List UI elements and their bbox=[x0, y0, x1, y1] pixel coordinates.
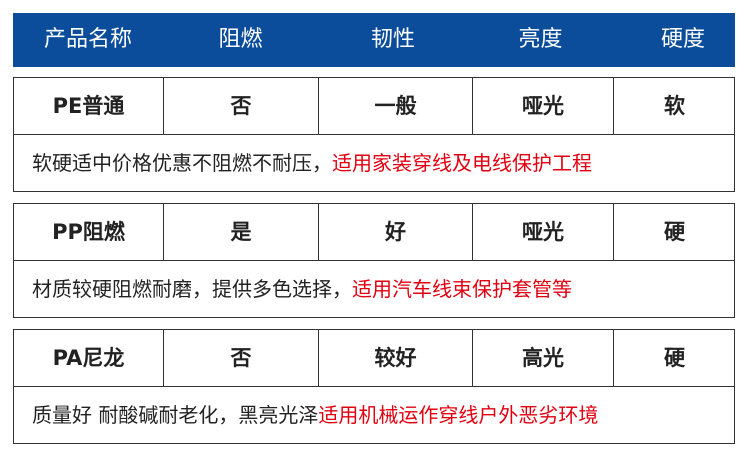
product-name: PP阻燃 bbox=[52, 220, 125, 244]
gloss-value: 高光 bbox=[472, 330, 613, 386]
hardness-value: 硬 bbox=[613, 330, 735, 386]
header-gloss: 亮度 bbox=[518, 27, 563, 52]
header-hardness: 硬度 bbox=[660, 27, 705, 52]
description-text: 软硬适中价格优惠不阻燃不耐压， bbox=[32, 151, 332, 175]
hardness-value: 硬 bbox=[613, 204, 735, 260]
product-table: PE普通 否 一般 哑光 软 软硬适中价格优惠不阻燃不耐压，适用家装穿线及电线保… bbox=[13, 77, 735, 192]
product-description: 软硬适中价格优惠不阻燃不耐压，适用家装穿线及电线保护工程 bbox=[14, 135, 734, 191]
flame-value: 否 bbox=[163, 78, 318, 134]
header-flame: 阻燃 bbox=[218, 27, 263, 52]
application-text: 适用机械运作穿线户外恶劣环境 bbox=[318, 403, 599, 427]
header-toughness: 韧性 bbox=[370, 27, 415, 52]
application-text: 适用汽车线束保护套管等 bbox=[352, 277, 572, 301]
flame-value: 否 bbox=[163, 330, 318, 386]
toughness-value: 较好 bbox=[318, 330, 472, 386]
gloss-value: 哑光 bbox=[472, 78, 613, 134]
hardness-value: 软 bbox=[613, 78, 735, 134]
product-name: PA尼龙 bbox=[52, 346, 125, 370]
product-row: PP阻燃 是 好 哑光 硬 bbox=[14, 204, 734, 261]
toughness-value: 一般 bbox=[318, 78, 472, 134]
product-table: PP阻燃 是 好 哑光 硬 材质较硬阻燃耐磨，提供多色选择，适用汽车线束保护套管… bbox=[13, 203, 735, 318]
application-text: 适用家装穿线及电线保护工程 bbox=[332, 151, 592, 175]
product-name: PE普通 bbox=[52, 94, 125, 118]
product-row: PA尼龙 否 较好 高光 硬 bbox=[14, 330, 734, 387]
product-row: PE普通 否 一般 哑光 软 bbox=[14, 78, 734, 135]
description-text: 材质较硬阻燃耐磨，提供多色选择， bbox=[32, 277, 352, 301]
product-description: 质量好 耐酸碱耐老化，黑亮光泽适用机械运作穿线户外恶劣环境 bbox=[14, 387, 734, 443]
toughness-value: 好 bbox=[318, 204, 472, 260]
gloss-value: 哑光 bbox=[472, 204, 613, 260]
header-product-name: 产品名称 bbox=[43, 27, 132, 52]
description-text: 质量好 耐酸碱耐老化，黑亮光泽 bbox=[32, 403, 319, 427]
product-table: PA尼龙 否 较好 高光 硬 质量好 耐酸碱耐老化，黑亮光泽适用机械运作穿线户外… bbox=[13, 329, 735, 444]
flame-value: 是 bbox=[163, 204, 318, 260]
table-header: 产品名称 阻燃 韧性 亮度 硬度 bbox=[13, 13, 735, 67]
product-description: 材质较硬阻燃耐磨，提供多色选择，适用汽车线束保护套管等 bbox=[14, 261, 734, 317]
